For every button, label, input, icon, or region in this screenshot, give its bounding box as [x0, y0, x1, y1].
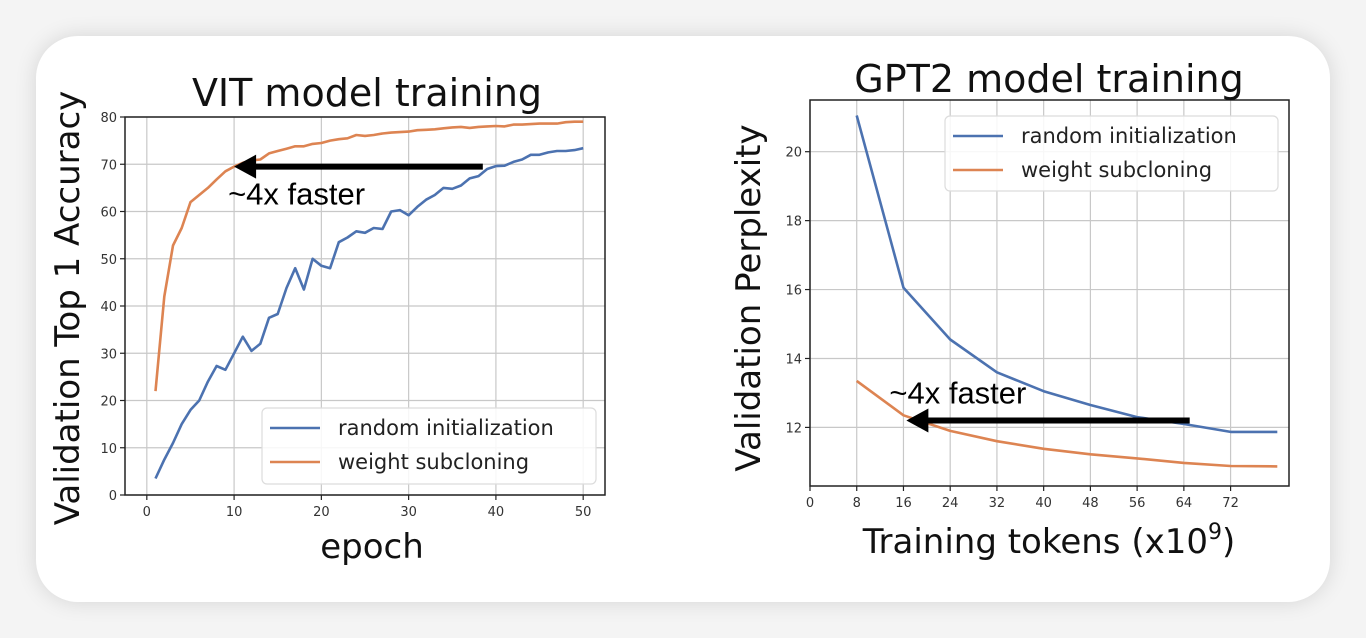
gpt2-legend-box [944, 115, 1279, 192]
gpt2-x-tick-label: 16 [895, 496, 912, 511]
gpt2-x-tick-label: 48 [1082, 496, 1099, 511]
gpt2-x-tick-label: 40 [1035, 496, 1052, 511]
gpt2-x-axis-label: Training tokens (x109) [862, 520, 1235, 562]
gpt2-chart: 0 8 16 24 32 40 48 56 64 72 12 14 16 18 20 random ini… [729, 57, 1290, 562]
vit-annotation: ~4x faster [228, 154, 483, 212]
gpt2-y-ticks: 12 14 16 18 20 [785, 146, 810, 436]
vit-y-tick-label: 30 [100, 347, 117, 362]
vit-legend: random initialization weight subcloning [261, 407, 597, 485]
vit-arrow-head-icon [234, 154, 257, 179]
vit-y-ticks: 0 10 20 30 40 50 60 70 80 [100, 111, 125, 504]
gpt2-x-tick-label: 0 [806, 496, 814, 511]
vit-x-tick-label: 30 [400, 505, 417, 520]
gpt2-x-tick-label: 24 [942, 496, 959, 511]
vit-legend-box [261, 407, 597, 485]
vit-series-line-subcloning [154, 120, 584, 392]
gpt2-series-line-random [855, 115, 1278, 434]
vit-y-tick-label: 60 [100, 206, 117, 221]
gpt2-y-axis-label: Validation Perplexity [729, 124, 769, 471]
gpt2-annotation-text: ~4x faster [889, 376, 1026, 411]
vit-y-tick-label: 50 [100, 253, 117, 268]
vit-x-tick-label: 0 [143, 505, 151, 520]
gpt2-arrow-head-icon [906, 408, 929, 433]
gpt2-legend-random-label: random initialization [1021, 124, 1237, 148]
gpt2-chart-title: GPT2 model training [854, 57, 1243, 101]
vit-annotation-text: ~4x faster [228, 177, 365, 212]
vit-y-tick-label: 20 [100, 395, 117, 410]
vit-x-tick-label: 50 [575, 505, 592, 520]
vit-x-tick-label: 10 [226, 505, 243, 520]
gpt2-x-axis-label-main: Training tokens (x10 [862, 522, 1208, 562]
gpt2-x-tick-label: 72 [1222, 496, 1239, 511]
gpt2-y-tick-label: 18 [785, 215, 802, 230]
vit-x-tick-label: 20 [313, 505, 330, 520]
gpt2-x-tick-label: 8 [853, 496, 861, 511]
gpt2-y-tick-label: 16 [785, 284, 802, 299]
vit-y-tick-label: 0 [109, 489, 117, 504]
vit-legend-subcloning-label: weight subcloning [338, 450, 529, 474]
vit-y-tick-label: 40 [100, 300, 117, 315]
gpt2-axes-frame [809, 99, 1290, 487]
gpt2-y-tick-label: 20 [785, 146, 802, 161]
vit-chart: 0 10 20 30 40 50 0 10 20 30 40 50 60 70 80 random ini… [48, 71, 606, 567]
vit-x-axis-label: epoch [320, 527, 424, 567]
gpt2-x-ticks: 0 8 16 24 32 40 48 56 64 72 [806, 486, 1239, 511]
gpt2-x-axis-label-exponent: 9 [1208, 520, 1222, 545]
gpt2-y-tick-label: 12 [785, 421, 802, 436]
vit-series-line-random [154, 146, 584, 480]
vit-y-tick-label: 80 [100, 111, 117, 126]
vit-y-tick-label: 10 [100, 442, 117, 457]
vit-series [154, 120, 584, 480]
gpt2-x-tick-label: 56 [1129, 496, 1146, 511]
gpt2-y-tick-label: 14 [785, 352, 802, 367]
vit-y-tick-label: 70 [100, 158, 117, 173]
gpt2-legend: random initialization weight subcloning [944, 115, 1279, 192]
vit-y-axis-label: Validation Top 1 Accuracy [48, 91, 88, 526]
gpt2-x-axis-label-end: ) [1222, 522, 1235, 562]
gpt2-legend-subcloning-label: weight subcloning [1021, 158, 1212, 182]
gpt2-annotation: ~4x faster [889, 376, 1190, 433]
vit-x-tick-label: 40 [488, 505, 505, 520]
gpt2-x-tick-label: 32 [989, 496, 1006, 511]
gpt2-x-tick-label: 64 [1176, 496, 1193, 511]
vit-legend-random-label: random initialization [338, 416, 554, 440]
vit-chart-title: VIT model training [192, 71, 542, 115]
vit-x-ticks: 0 10 20 30 40 50 [143, 495, 592, 520]
